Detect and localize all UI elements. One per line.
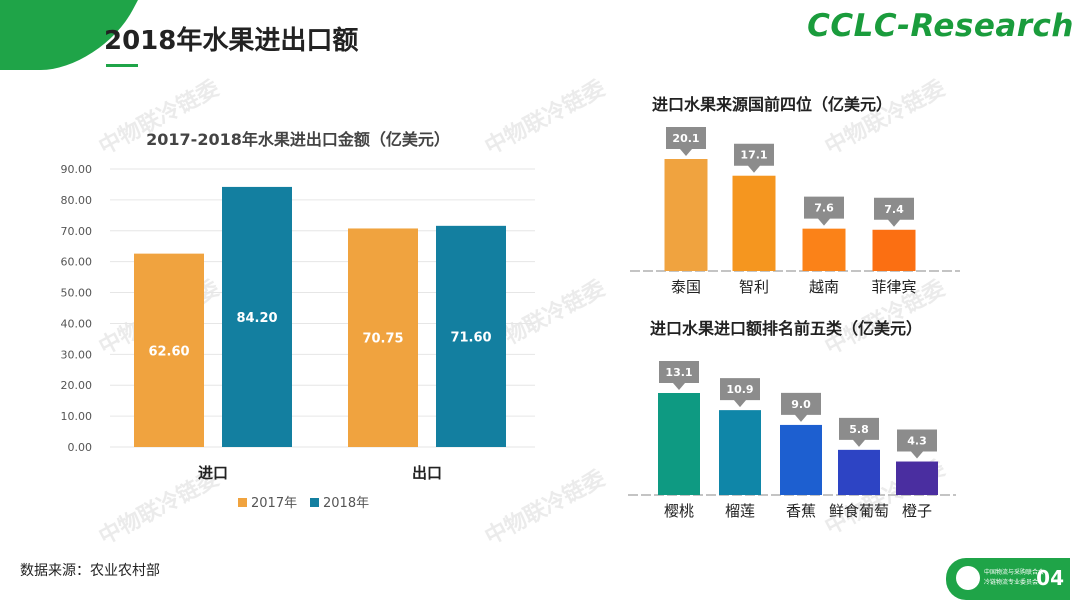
- bar-菲律宾: [872, 229, 916, 271]
- bar-value-label: 84.20: [236, 311, 277, 326]
- bar-value-label: 13.1: [665, 366, 692, 379]
- value-callout: [804, 196, 844, 226]
- value-callout: [781, 392, 821, 422]
- top5-chart-title: 进口水果进口额排名前五类（亿美元）: [650, 319, 922, 338]
- bar-value-label: 5.8: [849, 423, 869, 436]
- category-label: 榴莲: [725, 502, 755, 520]
- legend-label: 2017年: [251, 496, 297, 511]
- bar-value-label: 17.1: [740, 149, 767, 162]
- value-callout: [734, 143, 774, 173]
- category-label: 进口: [198, 464, 228, 482]
- y-tick-label: 20.00: [61, 379, 93, 392]
- logo-text-line2: 冷链物流专业委员会: [984, 579, 1039, 586]
- category-label: 橙子: [902, 502, 932, 520]
- main-bar-chart: 2017-2018年水果进出口金额（亿美元） 0.00 10.00 20.00 30.…: [61, 130, 535, 511]
- bar-泰国: [664, 159, 708, 271]
- value-callout: [874, 197, 914, 227]
- value-callout: [839, 417, 879, 447]
- bar-樱桃: [658, 393, 700, 495]
- y-tick-label: 90.00: [61, 163, 93, 176]
- legend-swatch: [310, 498, 319, 507]
- bar-value-label: 20.1: [672, 132, 699, 145]
- brand-logo-text: CCLC-Research: [807, 8, 1074, 44]
- category-label: 菲律宾: [871, 278, 916, 296]
- source-chart-title: 进口水果来源国前四位（亿美元）: [652, 95, 892, 114]
- bar-value-label: 10.9: [726, 383, 753, 396]
- legend-label: 2018年: [323, 496, 369, 511]
- y-tick-label: 30.00: [61, 348, 93, 361]
- y-tick-label: 50.00: [61, 287, 93, 300]
- bar-value-label: 7.6: [814, 202, 834, 215]
- data-source-note: 数据来源：农业农村部: [20, 563, 160, 579]
- bar-香蕉: [780, 424, 822, 495]
- category-label: 越南: [809, 278, 839, 296]
- bar-value-label: 9.0: [791, 398, 811, 411]
- category-label: 智利: [739, 278, 769, 296]
- y-tick-label: 10.00: [61, 410, 93, 423]
- category-label: 樱桃: [664, 502, 694, 520]
- y-tick-label: 40.00: [61, 317, 93, 330]
- category-label: 泰国: [671, 278, 701, 296]
- bar-2017年-出口: [348, 228, 418, 447]
- bar-橙子: [896, 461, 938, 495]
- bar-2017年-进口: [134, 253, 204, 447]
- bar-2018年-进口: [222, 186, 292, 447]
- bar-value-label: 4.3: [907, 435, 927, 448]
- category-label: 香蕉: [786, 502, 816, 520]
- y-tick-label: 0.00: [68, 441, 93, 454]
- main-chart-title: 2017-2018年水果进出口金额（亿美元）: [146, 130, 450, 149]
- category-label: 出口: [412, 464, 442, 482]
- value-callout: [720, 378, 760, 408]
- top5-fruits-chart: 进口水果进口额排名前五类（亿美元） 13.1 樱桃 10.9 榴莲 9.0 香蕉 5.8 鲜食…: [628, 319, 956, 520]
- value-callout: [897, 429, 937, 459]
- title-underline: [106, 64, 138, 67]
- bar-2018年-出口: [436, 225, 506, 447]
- logo-circle-icon: [956, 566, 980, 590]
- bar-智利: [732, 175, 776, 271]
- logo-text-line1: 中国物流与采购联合会: [984, 569, 1045, 576]
- value-callout: [666, 127, 706, 156]
- y-tick-label: 80.00: [61, 194, 93, 207]
- bar-鲜食葡萄: [838, 449, 880, 495]
- page-title: 2018年水果进出口额: [104, 26, 359, 56]
- category-label: 鲜食葡萄: [829, 502, 889, 520]
- source-countries-chart: 进口水果来源国前四位（亿美元） 20.1 泰国 17.1 智利 7.6 越南 7.4 菲律宾: [630, 95, 960, 296]
- cflp-logo: 中国物流与采购联合会 冷链物流专业委员会 04: [946, 558, 1070, 600]
- value-callout: [659, 361, 699, 390]
- bar-value-label: 71.60: [450, 330, 491, 345]
- legend-swatch: [238, 498, 247, 507]
- bar-value-label: 62.60: [148, 344, 189, 359]
- bar-value-label: 7.4: [884, 203, 904, 216]
- bar-榴莲: [719, 410, 761, 495]
- y-tick-label: 60.00: [61, 256, 93, 269]
- page-number: 04: [1036, 566, 1064, 590]
- y-tick-label: 70.00: [61, 225, 93, 238]
- bar-value-label: 70.75: [362, 332, 403, 347]
- bar-越南: [802, 228, 846, 271]
